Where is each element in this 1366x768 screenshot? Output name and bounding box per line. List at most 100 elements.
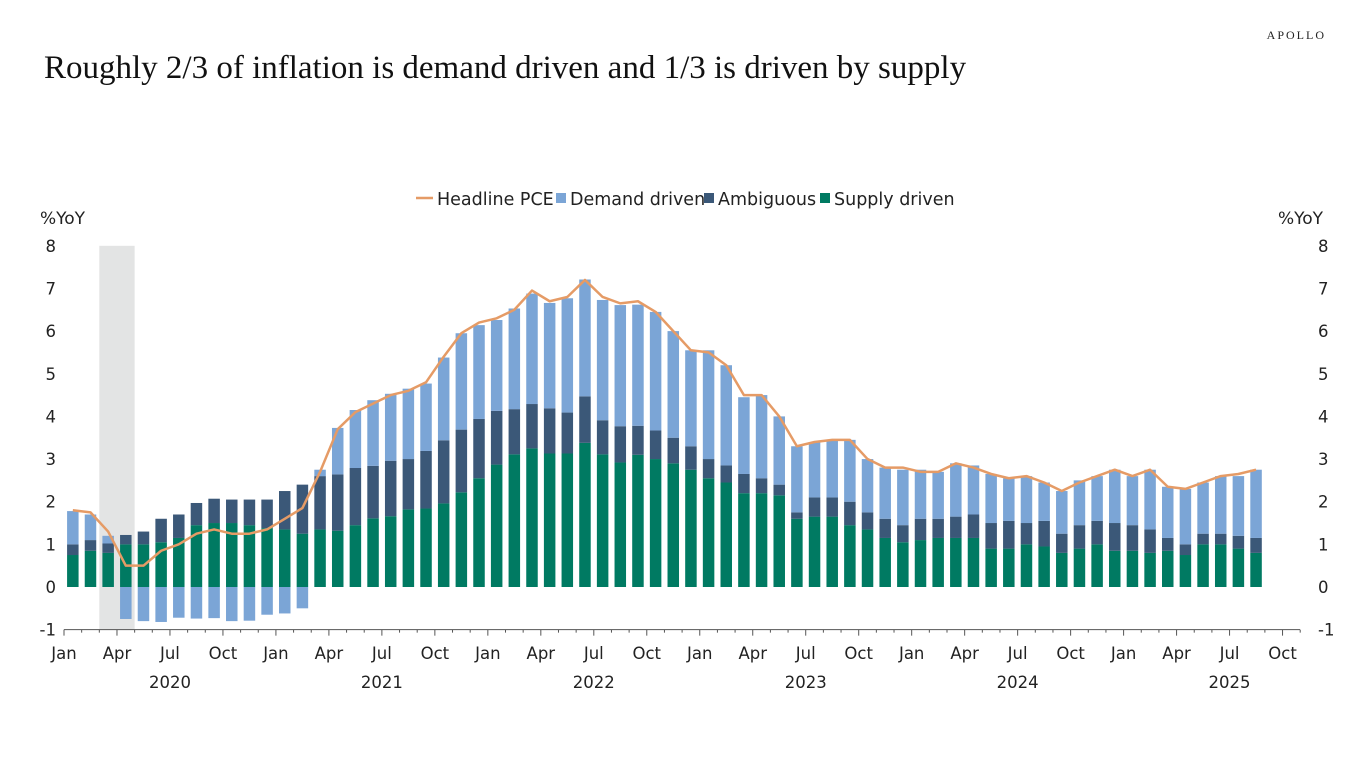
bar-supply [1126, 550, 1139, 587]
y-tick-label-right: 4 [1318, 407, 1329, 426]
bar-demand [596, 299, 609, 421]
bar-ambiguous [596, 420, 609, 455]
bar-demand [137, 587, 150, 622]
x-tick-label: Jul [583, 644, 604, 663]
bar-supply [190, 525, 203, 587]
bar-demand [1073, 480, 1086, 526]
bar-ambiguous [437, 440, 450, 504]
bar-demand [579, 279, 591, 397]
x-tick-label: Oct [209, 644, 238, 663]
bar-supply [738, 493, 750, 587]
bar-ambiguous [879, 518, 891, 538]
bar-ambiguous [1162, 537, 1174, 551]
y-tick-label-right: 7 [1318, 279, 1329, 298]
bar-supply [367, 518, 379, 587]
bar-ambiguous [1020, 523, 1033, 545]
bar-supply [508, 454, 521, 587]
bar-demand [190, 587, 203, 619]
bar-ambiguous [897, 525, 909, 543]
bar-demand [1232, 476, 1245, 536]
bar-demand [437, 357, 450, 441]
bar-demand [755, 395, 768, 479]
bar-supply [243, 525, 256, 587]
x-tick-label: Oct [421, 644, 450, 663]
bar-ambiguous [561, 412, 574, 454]
bar-supply [1020, 544, 1033, 587]
bar-ambiguous [1056, 533, 1068, 553]
legend-label: Demand driven [570, 190, 705, 210]
bar-supply [155, 542, 167, 587]
x-tick-label: Jan [50, 644, 76, 663]
bar-supply [279, 529, 291, 587]
bar-ambiguous [261, 499, 273, 529]
bar-ambiguous [755, 478, 768, 494]
y-tick-label-left: 5 [46, 365, 57, 384]
bar-supply [844, 525, 856, 587]
bar-ambiguous [579, 396, 591, 443]
x-tick-label: Apr [1162, 644, 1191, 663]
bar-demand [844, 439, 856, 502]
bar-supply [102, 552, 114, 587]
x-tick-label: Oct [844, 644, 873, 663]
bar-supply [314, 529, 326, 587]
bar-ambiguous [738, 473, 750, 494]
bar-demand [1162, 486, 1174, 538]
bar-demand [402, 388, 415, 460]
bar-supply [950, 537, 962, 587]
bar-ambiguous [384, 460, 397, 517]
bar-supply [349, 525, 362, 587]
bar-ambiguous [808, 497, 821, 517]
bar-demand [967, 465, 980, 515]
bar-demand [826, 439, 838, 498]
x-tick-label: Apr [738, 644, 767, 663]
bar-supply [614, 462, 627, 587]
bar-supply [932, 537, 944, 587]
bar-demand [490, 320, 503, 411]
bar-supply [702, 478, 715, 587]
bar-demand [1144, 469, 1156, 530]
bar-ambiguous [314, 476, 326, 530]
bar-ambiguous [1003, 520, 1015, 549]
bar-ambiguous [914, 518, 927, 541]
bar-supply [420, 508, 432, 587]
bar-demand [296, 587, 309, 609]
bar-demand [455, 333, 468, 430]
x-tick-label: Apr [527, 644, 556, 663]
bar-demand [649, 311, 662, 431]
bar-ambiguous [614, 426, 627, 463]
bar-supply [490, 464, 503, 587]
bar-demand [279, 587, 291, 614]
bar-demand [1020, 476, 1033, 524]
bar-demand [914, 469, 927, 519]
bar-supply [543, 453, 556, 587]
bar-ambiguous [1038, 520, 1050, 547]
bar-demand [331, 427, 344, 475]
bar-supply [1003, 548, 1015, 587]
bar-ambiguous [120, 534, 132, 545]
bar-demand [508, 308, 521, 410]
bar-ambiguous [649, 430, 662, 460]
bar-ambiguous [985, 523, 997, 549]
bar-supply [967, 537, 980, 587]
bar-ambiguous [226, 499, 238, 524]
bar-supply [1073, 548, 1086, 587]
bar-demand [932, 471, 944, 519]
bar-supply [1214, 544, 1227, 587]
y-tick-label-left: 4 [46, 407, 57, 426]
bar-ambiguous [1250, 537, 1262, 553]
x-tick-label: Jan [1110, 644, 1136, 663]
y-axis-label-right: %YoY [1278, 209, 1324, 229]
bar-supply [67, 555, 79, 587]
y-tick-label-left: 1 [46, 535, 57, 554]
bar-ambiguous [1232, 535, 1245, 549]
bar-ambiguous [508, 409, 521, 455]
legend-label: Supply driven [834, 190, 955, 210]
bar-ambiguous [1109, 523, 1121, 551]
legend-swatch-demand-driven [556, 193, 566, 203]
bar-supply [208, 523, 220, 587]
bar-demand [879, 467, 891, 519]
bar-supply [173, 537, 185, 587]
bar-demand [367, 400, 379, 466]
bar-supply [437, 503, 450, 587]
bar-demand [1003, 478, 1015, 521]
